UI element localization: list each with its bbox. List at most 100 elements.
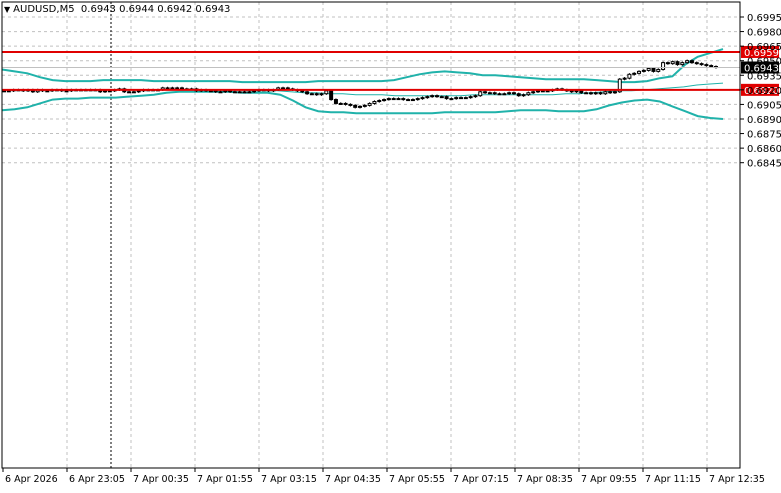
- current-price-tag: [741, 61, 779, 74]
- candle-body: [377, 100, 382, 103]
- candle-body: [584, 92, 589, 95]
- candle-body: [459, 97, 464, 100]
- dropdown-triangle-icon[interactable]: ▼: [4, 5, 11, 14]
- candle-body: [598, 92, 603, 95]
- level-price-tag: [741, 45, 779, 58]
- y-tick-label: 0.6935: [747, 71, 781, 82]
- current-price-label: 0.6943: [744, 64, 779, 75]
- candle-body: [64, 90, 69, 93]
- candle-body: [492, 92, 497, 95]
- y-tick-label: 0.6980: [747, 28, 781, 39]
- candle-body: [382, 99, 387, 102]
- y-tick-label: 0.6995: [747, 13, 781, 24]
- y-tick-label: 0.6965: [747, 42, 781, 53]
- candle-body: [242, 91, 247, 94]
- candle-body: [685, 60, 690, 64]
- candle-body: [612, 91, 617, 94]
- candle-body: [569, 90, 574, 93]
- candle-body: [329, 90, 334, 101]
- candle-body: [348, 103, 353, 106]
- candle-body: [252, 90, 257, 93]
- candle-body: [444, 96, 449, 100]
- y-tick-label: 0.6890: [747, 115, 781, 126]
- candle-body: [415, 98, 420, 101]
- symbol-label: AUDUSD,M5: [13, 4, 75, 15]
- candle-body: [410, 99, 415, 102]
- candle-body: [454, 97, 459, 100]
- x-tick-label: 7 Apr 08:35: [517, 474, 573, 485]
- candle-body: [285, 87, 290, 90]
- candle-body: [670, 61, 675, 65]
- x-tick-label: 7 Apr 12:35: [709, 474, 765, 485]
- candle-body: [314, 93, 319, 96]
- y-tick-label: 0.6905: [747, 100, 781, 111]
- candle-body: [170, 87, 175, 90]
- x-tick-label: 6 Apr 2026: [5, 474, 58, 485]
- candle-body: [136, 90, 141, 93]
- y-tick-label: 0.6875: [747, 130, 781, 141]
- candle-body: [391, 98, 396, 101]
- candle-body: [661, 62, 666, 70]
- x-tick-label: 6 Apr 23:05: [69, 474, 125, 485]
- candle-body: [483, 91, 488, 94]
- candle-body: [627, 73, 632, 79]
- candle-body: [593, 92, 598, 95]
- ohlc-values: 0.6943 0.6944 0.6942 0.6943: [80, 4, 231, 15]
- candle-body: [704, 64, 709, 67]
- candle-body: [473, 95, 478, 98]
- candle-body: [579, 90, 584, 94]
- candle-body: [333, 99, 338, 104]
- candle-body: [175, 87, 180, 90]
- candle-body: [434, 95, 439, 98]
- candle-body: [665, 62, 670, 65]
- candle-body: [699, 63, 704, 66]
- level-price-label: 0.6959: [744, 48, 779, 59]
- candle-body: [2, 90, 6, 93]
- candle-body: [358, 105, 362, 108]
- candle-body: [637, 70, 642, 74]
- candle-body: [521, 94, 526, 97]
- plot-frame: [1, 1, 741, 469]
- candle-body: [651, 67, 656, 72]
- candle-body: [709, 65, 714, 68]
- y-tick-label: 0.6860: [747, 144, 781, 155]
- candle-body: [223, 90, 228, 93]
- x-tick-label: 7 Apr 05:55: [389, 474, 445, 485]
- candle-body: [103, 90, 108, 93]
- candle-body: [127, 91, 132, 94]
- candle-body: [401, 98, 406, 101]
- candle-body: [656, 68, 661, 72]
- chart-header: ▼ AUDUSD,M5 0.6943 0.6944 0.6942 0.6943: [4, 4, 230, 15]
- candle-body: [165, 87, 170, 90]
- candle-body: [218, 91, 223, 94]
- candle-body: [511, 92, 516, 95]
- candle-body: [540, 90, 545, 93]
- candle-body: [507, 92, 512, 95]
- candle-body: [689, 60, 694, 64]
- candle-body: [502, 93, 507, 96]
- candle-body: [463, 97, 468, 100]
- candle-body: [468, 96, 473, 99]
- candle-body: [309, 93, 314, 96]
- candle-body: [516, 93, 521, 97]
- candle-body: [232, 91, 237, 94]
- x-tick-label: 7 Apr 07:15: [453, 474, 509, 485]
- candle-body: [319, 93, 324, 96]
- candle-body: [228, 90, 233, 93]
- candle-body: [531, 91, 536, 94]
- candle-body: [545, 90, 550, 93]
- x-tick-label: 7 Apr 09:55: [581, 474, 637, 485]
- candle-body: [372, 101, 377, 104]
- candle-body: [386, 98, 391, 101]
- candle-body: [305, 91, 310, 95]
- candle-body: [367, 102, 372, 106]
- candle-body: [526, 92, 531, 96]
- candle-body: [680, 62, 685, 66]
- candle-body: [439, 96, 444, 99]
- candle-body: [281, 87, 286, 90]
- candle-body: [6, 90, 11, 93]
- candle-body: [641, 69, 646, 72]
- candle-body: [617, 78, 622, 93]
